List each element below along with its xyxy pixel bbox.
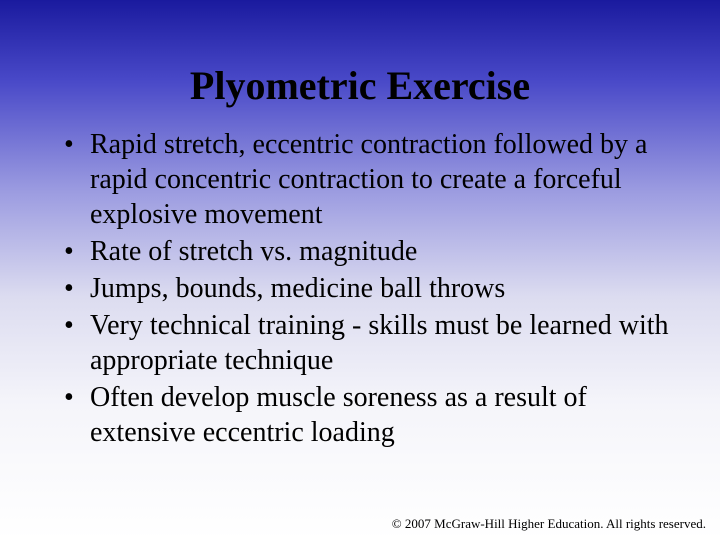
bullet-item: Jumps, bounds, medicine ball throws <box>60 271 670 306</box>
bullet-item: Rate of stretch vs. magnitude <box>60 234 670 269</box>
slide-title: Plyometric Exercise <box>0 0 720 127</box>
copyright-footer: © 2007 McGraw-Hill Higher Education. All… <box>392 516 706 532</box>
bullet-item: Rapid stretch, eccentric contraction fol… <box>60 127 670 232</box>
slide-content: Rapid stretch, eccentric contraction fol… <box>0 127 720 450</box>
bullet-list: Rapid stretch, eccentric contraction fol… <box>60 127 670 450</box>
bullet-item: Very technical training - skills must be… <box>60 308 670 378</box>
bullet-item: Often develop muscle soreness as a resul… <box>60 380 670 450</box>
slide: Plyometric Exercise Rapid stretch, eccen… <box>0 0 720 540</box>
